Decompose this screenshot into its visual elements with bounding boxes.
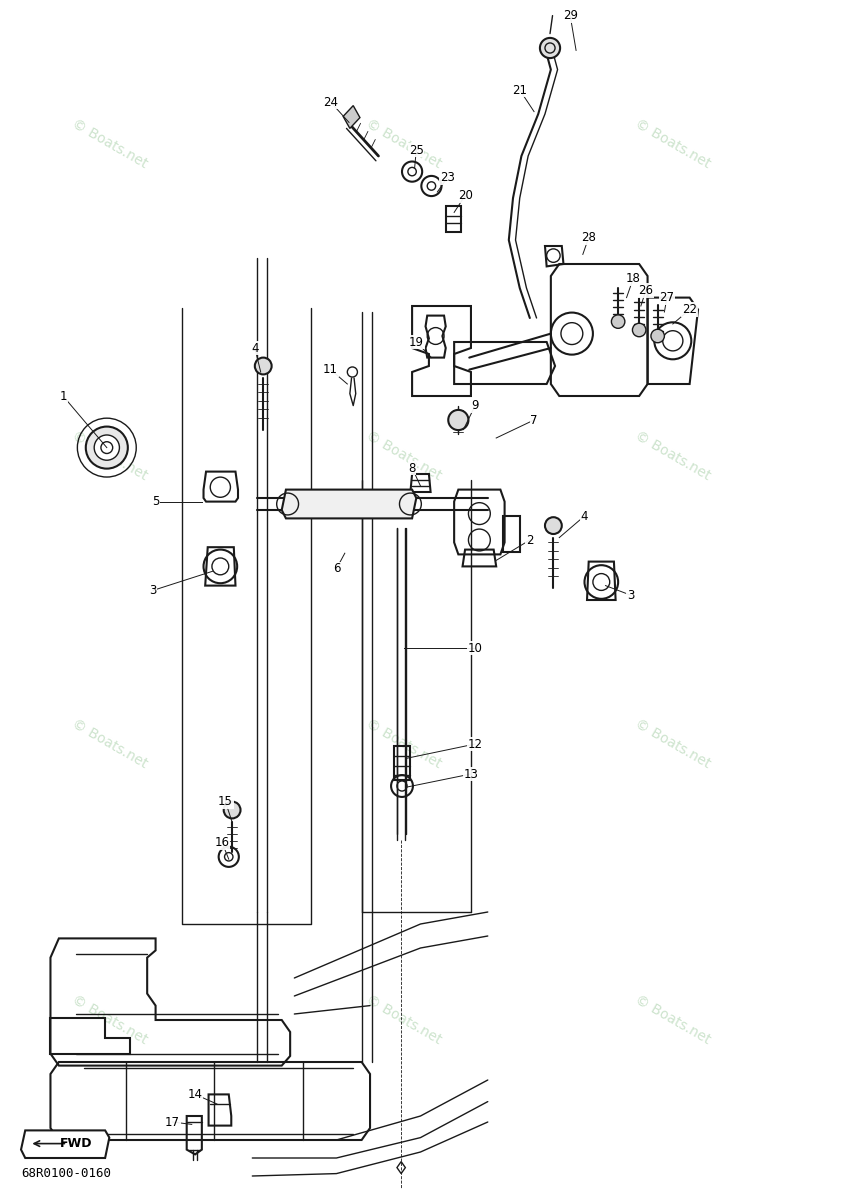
Text: © Boats.net: © Boats.net xyxy=(69,428,150,484)
Text: 11: 11 xyxy=(323,364,338,376)
Circle shape xyxy=(651,329,664,343)
Text: 28: 28 xyxy=(581,232,596,244)
Circle shape xyxy=(545,517,562,534)
Text: 10: 10 xyxy=(468,642,483,654)
Circle shape xyxy=(448,410,468,430)
Text: 9: 9 xyxy=(472,400,479,412)
Text: © Boats.net: © Boats.net xyxy=(632,992,713,1048)
Text: 23: 23 xyxy=(440,172,455,184)
Text: 16: 16 xyxy=(214,836,230,848)
Text: 2: 2 xyxy=(526,534,533,546)
Circle shape xyxy=(224,802,241,818)
Text: 15: 15 xyxy=(218,796,233,808)
Text: © Boats.net: © Boats.net xyxy=(632,428,713,484)
Text: 29: 29 xyxy=(563,10,578,22)
Circle shape xyxy=(255,358,272,374)
Text: 6: 6 xyxy=(333,563,340,575)
Text: 21: 21 xyxy=(512,84,527,96)
Text: 4: 4 xyxy=(251,342,258,354)
Circle shape xyxy=(611,314,625,329)
Text: 19: 19 xyxy=(409,336,424,348)
Text: © Boats.net: © Boats.net xyxy=(632,716,713,772)
Text: 1: 1 xyxy=(60,390,66,402)
Text: 3: 3 xyxy=(150,584,156,596)
Text: © Boats.net: © Boats.net xyxy=(69,116,150,172)
Text: 5: 5 xyxy=(152,496,159,508)
Polygon shape xyxy=(282,490,416,518)
Text: 27: 27 xyxy=(659,292,674,304)
Text: 13: 13 xyxy=(463,768,479,780)
Text: 14: 14 xyxy=(188,1088,203,1100)
Text: 25: 25 xyxy=(409,144,424,156)
Text: 17: 17 xyxy=(165,1116,180,1128)
Text: 3: 3 xyxy=(627,589,634,601)
Text: © Boats.net: © Boats.net xyxy=(363,116,444,172)
Text: FWD: FWD xyxy=(60,1138,92,1150)
Text: 20: 20 xyxy=(458,190,473,202)
Text: © Boats.net: © Boats.net xyxy=(69,992,150,1048)
Text: 26: 26 xyxy=(638,284,653,296)
Text: 12: 12 xyxy=(468,738,483,750)
Circle shape xyxy=(540,38,560,58)
Circle shape xyxy=(94,434,119,461)
Circle shape xyxy=(86,426,128,469)
Text: 4: 4 xyxy=(581,510,588,522)
Text: 8: 8 xyxy=(409,462,415,474)
Text: © Boats.net: © Boats.net xyxy=(632,116,713,172)
Text: 22: 22 xyxy=(682,304,697,316)
Text: 24: 24 xyxy=(323,96,338,108)
Polygon shape xyxy=(343,106,360,128)
Text: 7: 7 xyxy=(531,414,537,426)
Text: © Boats.net: © Boats.net xyxy=(363,716,444,772)
Text: © Boats.net: © Boats.net xyxy=(363,428,444,484)
Text: 18: 18 xyxy=(626,272,641,284)
Circle shape xyxy=(632,323,646,337)
Text: © Boats.net: © Boats.net xyxy=(363,992,444,1048)
Polygon shape xyxy=(21,1130,109,1158)
Text: © Boats.net: © Boats.net xyxy=(69,716,150,772)
Text: 68R0100-0160: 68R0100-0160 xyxy=(21,1168,111,1180)
